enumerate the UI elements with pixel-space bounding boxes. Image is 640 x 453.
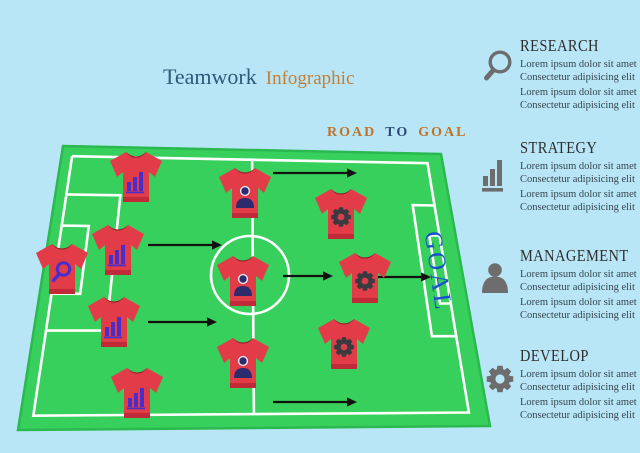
bar-chart-icon (108, 245, 126, 267)
section-body-research: Lorem ipsum dolor sit amet Consectetur a… (520, 59, 640, 113)
body-line: Lorem ipsum dolor sit amet (520, 86, 637, 98)
person-icon (234, 273, 252, 296)
body-line: Consectetur adipisicing elit (520, 173, 635, 185)
body-line: Lorem ipsum dolor sit amet (520, 369, 637, 380)
title-word-teamwork: Teamwork (163, 64, 257, 89)
body-line: Consectetur adipisicing elit (520, 281, 635, 293)
search-icon (477, 44, 517, 90)
body-line: Consectetur adipisicing elit (520, 71, 635, 83)
body-line: Consectetur adipisicing elit (520, 409, 635, 421)
section-body-develop: Lorem ipsum dolor sit amet Consectetur a… (520, 369, 640, 423)
section-title-research: RESEARCH (520, 36, 599, 55)
player-jersey-gear (339, 253, 391, 303)
section-title-strategy: STRATEGY (520, 138, 598, 157)
subtitle-to: TO (385, 125, 410, 140)
body-line: Consectetur adipisicing elit (520, 309, 635, 321)
body-line: Consectetur adipisicing elit (520, 201, 635, 213)
page-title: Teamwork Infographic (163, 64, 354, 90)
player-jersey-bar-chart (111, 368, 163, 418)
sidebar-section-strategy: STRATEGY Lorem ipsum dolor sit amet Cons… (478, 138, 640, 215)
person-icon (236, 185, 254, 208)
flow-arrow (283, 271, 333, 281)
subtitle-road: ROAD (327, 125, 377, 140)
search-icon (51, 261, 72, 283)
body-line: Consectetur adipisicing elit (520, 99, 635, 111)
gear-icon (334, 337, 354, 357)
field-line (411, 203, 457, 338)
section-body-management: Lorem ipsum dolor sit amet Consectetur a… (520, 269, 640, 323)
bar-chart-icon (474, 151, 514, 197)
section-title-develop: DEVELOP (520, 346, 589, 365)
gear-icon (355, 271, 375, 291)
bar-chart-icon (127, 388, 145, 410)
body-line: Lorem ipsum dolor sit amet (520, 59, 637, 70)
road-to-goal-subtitle: ROAD TO GOAL (327, 125, 476, 141)
body-line: Lorem ipsum dolor sit amet (520, 296, 637, 308)
player-jersey-person (217, 256, 269, 306)
gear-icon (331, 207, 351, 227)
player-jersey-gear (318, 319, 370, 369)
flow-arrow (148, 317, 217, 327)
person-icon (475, 256, 515, 302)
flow-arrow (373, 272, 431, 282)
field-line (427, 233, 451, 305)
player-jersey-person (219, 168, 271, 218)
field-line (31, 154, 471, 418)
sidebar-section-management: MANAGEMENT Lorem ipsum dolor sit amet Co… (478, 246, 640, 323)
sidebar-section-research: RESEARCH Lorem ipsum dolor sit amet Cons… (478, 36, 640, 113)
body-line: Lorem ipsum dolor sit amet (520, 161, 637, 172)
bar-chart-icon (126, 172, 144, 194)
player-jersey-person (217, 338, 269, 388)
section-title-management: MANAGEMENT (520, 246, 629, 265)
player-jersey-gear (315, 189, 367, 239)
flow-arrow (273, 168, 357, 178)
player-jersey-bar-chart (88, 297, 140, 347)
section-body-strategy: Lorem ipsum dolor sit amet Consectetur a… (520, 161, 640, 215)
flow-arrow (148, 240, 222, 250)
bar-chart-icon (104, 317, 122, 339)
body-line: Lorem ipsum dolor sit amet (520, 269, 637, 280)
subtitle-goal: GOAL (418, 125, 468, 140)
player-jersey-magnifier (36, 244, 88, 294)
body-line: Lorem ipsum dolor sit amet (520, 396, 637, 408)
jersey-shape (36, 244, 88, 294)
player-jersey-bar-chart (92, 225, 144, 275)
flow-arrow (273, 397, 357, 407)
person-icon (234, 355, 252, 378)
sidebar-section-develop: DEVELOP Lorem ipsum dolor sit amet Conse… (478, 346, 640, 423)
title-word-infographic: Infographic (265, 68, 355, 89)
body-line: Lorem ipsum dolor sit amet (520, 188, 637, 200)
gear-icon (480, 356, 520, 402)
body-line: Consectetur adipisicing elit (520, 381, 635, 393)
player-jersey-bar-chart (110, 152, 162, 202)
